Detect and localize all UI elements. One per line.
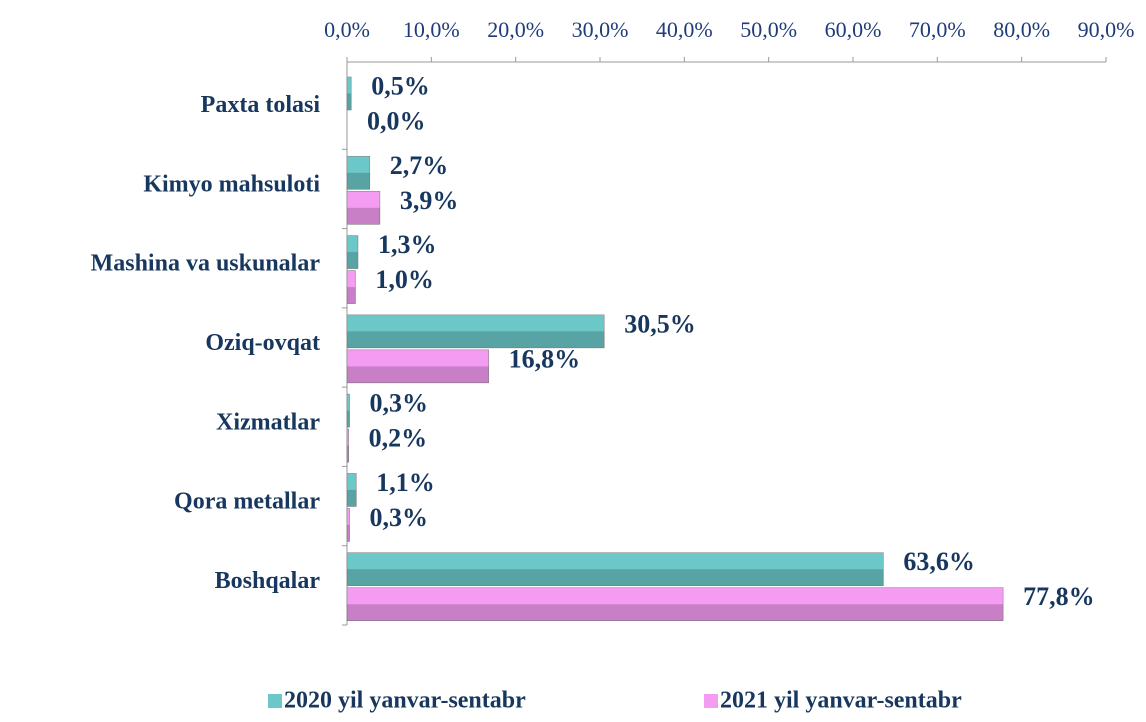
- bar: [346, 508, 350, 542]
- bar-shade: [347, 287, 356, 304]
- value-label: 2,7%: [390, 151, 449, 180]
- bar: [346, 473, 357, 507]
- x-tick-label: 0,0%: [324, 17, 370, 42]
- x-tick-label: 80,0%: [993, 17, 1050, 42]
- bar-shade: [347, 569, 884, 586]
- bar: [346, 235, 359, 269]
- legend-swatch: [704, 694, 718, 708]
- value-label: 1,3%: [378, 230, 437, 259]
- value-label: 63,6%: [903, 547, 975, 576]
- category-label: Mashina va uskunalar: [91, 251, 321, 277]
- category-label: Qora metallar: [174, 489, 320, 515]
- bar: [346, 155, 371, 190]
- value-label: 1,1%: [376, 468, 435, 497]
- legend-label: 2021 yil yanvar-sentabr: [720, 688, 962, 714]
- value-label: 0,3%: [370, 389, 429, 418]
- bar-shade: [347, 366, 489, 383]
- category-label: Xizmatlar: [216, 409, 320, 435]
- x-tick-label: 90,0%: [1078, 17, 1135, 42]
- x-tick-label: 20,0%: [487, 17, 544, 42]
- value-label: 0,0%: [367, 106, 426, 135]
- bar-shade: [347, 207, 380, 225]
- bar-shade: [347, 445, 349, 463]
- bar-shade: [347, 252, 358, 269]
- category-label: Oziq-ovqat: [205, 330, 320, 356]
- bar-shade: [347, 331, 605, 348]
- category-label: Kimyo mahsuloti: [143, 171, 320, 197]
- bar: [346, 349, 489, 384]
- value-label: 30,5%: [624, 309, 696, 338]
- bar: [346, 314, 605, 349]
- value-label: 3,9%: [400, 186, 459, 215]
- bar: [346, 428, 349, 463]
- bar: [346, 393, 350, 428]
- bar: [346, 270, 356, 304]
- bar: [346, 190, 381, 225]
- x-tick-label: 70,0%: [909, 17, 966, 42]
- bar-shade: [347, 93, 352, 110]
- x-tick-label: 50,0%: [740, 17, 797, 42]
- bar-shade: [347, 410, 350, 428]
- value-label: 0,2%: [369, 424, 428, 453]
- value-label: 0,5%: [371, 71, 430, 100]
- bar: [346, 76, 352, 111]
- x-tick-label: 10,0%: [403, 17, 460, 42]
- x-tick-label: 40,0%: [656, 17, 713, 42]
- value-label: 1,0%: [375, 265, 434, 294]
- bar: [346, 552, 884, 587]
- legend-label: 2020 yil yanvar-sentabr: [284, 688, 526, 714]
- bar-shade: [347, 604, 1004, 621]
- category-label: Paxta tolasi: [201, 92, 321, 118]
- category-label: Boshqalar: [215, 568, 321, 594]
- bar-shade: [347, 172, 370, 190]
- value-label: 77,8%: [1023, 582, 1094, 611]
- x-tick-label: 30,0%: [572, 17, 629, 42]
- value-label: 0,3%: [370, 503, 429, 532]
- value-label: 16,8%: [509, 344, 581, 373]
- bar-shade: [347, 489, 357, 507]
- bar: [346, 587, 1004, 622]
- x-tick-label: 60,0%: [825, 17, 882, 42]
- legend-swatch: [268, 694, 282, 708]
- bar-shade: [347, 524, 350, 542]
